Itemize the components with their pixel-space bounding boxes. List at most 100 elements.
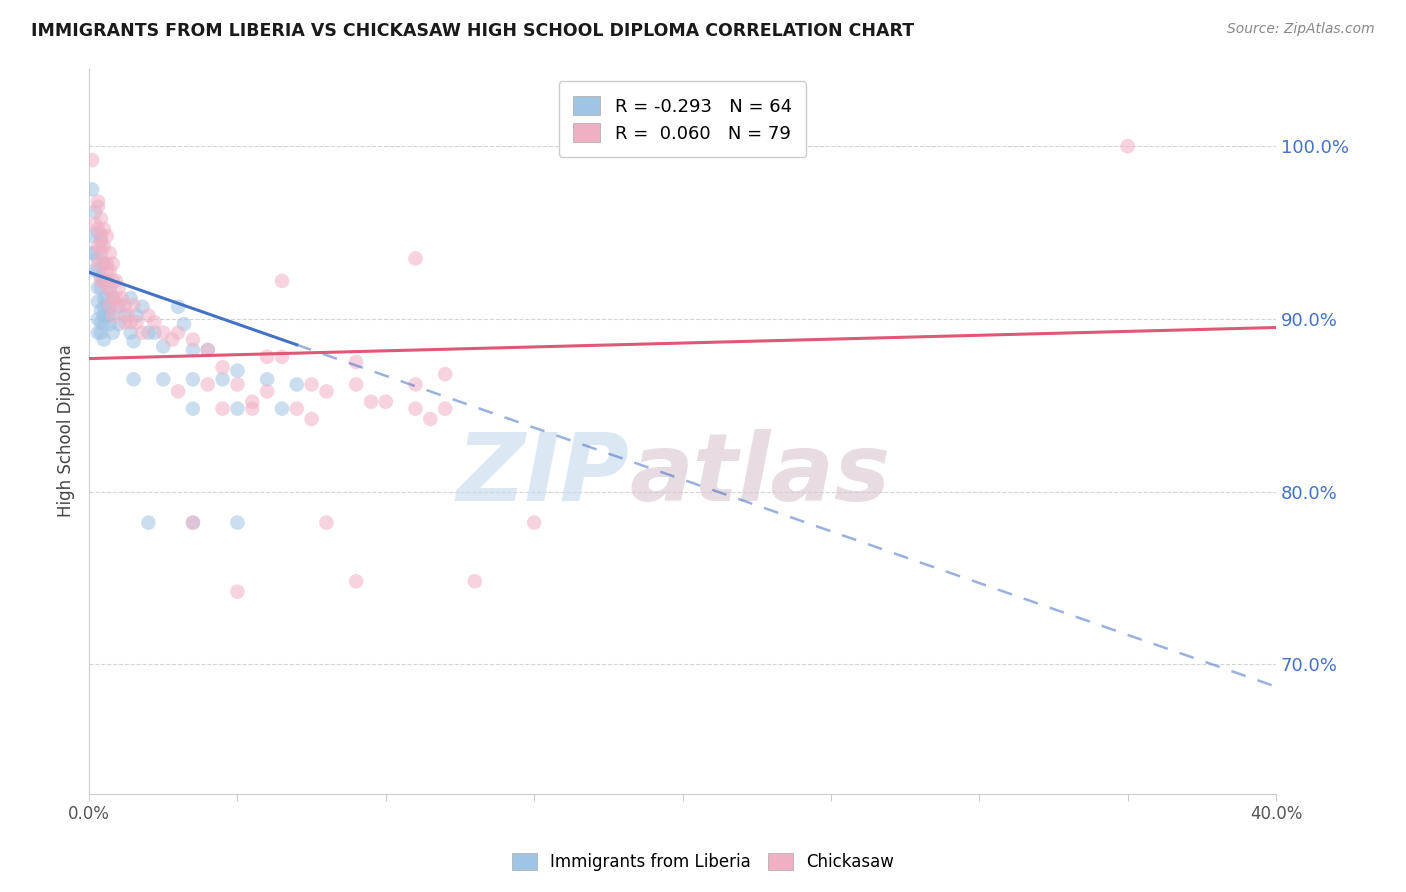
Legend: R = -0.293   N = 64, R =  0.060   N = 79: R = -0.293 N = 64, R = 0.060 N = 79 [558,81,806,157]
Point [90,315,112,329]
Point [167,384,190,399]
Point [101,257,124,271]
Point [404,377,426,392]
Point [226,364,249,378]
Point [87,239,110,253]
Text: atlas: atlas [628,429,890,521]
Point [87,226,110,240]
Point [90,303,112,318]
Point [96,291,118,305]
Point [98,263,121,277]
Point [1116,139,1139,153]
Point [84,217,107,231]
Point [256,372,278,386]
Point [419,412,441,426]
Point [211,372,233,386]
Legend: Immigrants from Liberia, Chickasaw: Immigrants from Liberia, Chickasaw [503,845,903,880]
Point [93,274,115,288]
Point [87,326,110,340]
Point [131,326,153,340]
Point [84,263,107,277]
Point [90,274,112,288]
Point [143,326,166,340]
Point [96,281,118,295]
Point [285,377,308,392]
Point [107,281,129,295]
Point [197,343,219,357]
Point [98,300,121,314]
Point [122,334,145,349]
Point [90,246,112,260]
Point [96,300,118,314]
Text: ZIP: ZIP [456,429,628,521]
Point [181,333,204,347]
Point [90,234,112,248]
Point [360,394,382,409]
Point [84,246,107,260]
Point [96,229,118,244]
Point [181,516,204,530]
Point [315,384,337,399]
Point [181,516,204,530]
Point [138,326,160,340]
Point [271,350,294,364]
Point [226,377,249,392]
Point [87,311,110,326]
Point [93,333,115,347]
Point [87,257,110,271]
Point [125,315,148,329]
Point [101,291,124,305]
Point [93,239,115,253]
Point [120,326,142,340]
Point [96,274,118,288]
Point [90,211,112,226]
Point [93,257,115,271]
Point [117,309,139,323]
Point [197,377,219,392]
Point [107,300,129,314]
Point [152,372,174,386]
Text: Source: ZipAtlas.com: Source: ZipAtlas.com [1227,22,1375,37]
Point [87,194,110,209]
Point [125,309,148,323]
Point [226,401,249,416]
Point [93,300,115,314]
Point [315,516,337,530]
Point [98,281,121,295]
Text: IMMIGRANTS FROM LIBERIA VS CHICKASAW HIGH SCHOOL DIPLOMA CORRELATION CHART: IMMIGRANTS FROM LIBERIA VS CHICKASAW HIG… [31,22,914,40]
Point [434,367,457,381]
Point [87,200,110,214]
Point [93,274,115,288]
Point [152,326,174,340]
Point [226,584,249,599]
Point [90,326,112,340]
Point [131,300,153,314]
Point [90,239,112,253]
Point [98,317,121,331]
Point [173,317,195,331]
Point [256,350,278,364]
Point [374,394,396,409]
Point [87,263,110,277]
Point [90,281,112,295]
Point [93,309,115,323]
Point [344,355,367,369]
Point [114,315,136,329]
Point [138,516,160,530]
Point [120,291,142,305]
Point [80,182,103,196]
Point [122,298,145,312]
Point [271,274,294,288]
Point [101,309,124,323]
Point [93,222,115,236]
Point [87,222,110,236]
Point [98,298,121,312]
Point [167,326,190,340]
Point [104,274,127,288]
Point [98,283,121,297]
Point [138,309,160,323]
Point [167,300,190,314]
Point [107,317,129,331]
Point [226,516,249,530]
Point [523,516,546,530]
